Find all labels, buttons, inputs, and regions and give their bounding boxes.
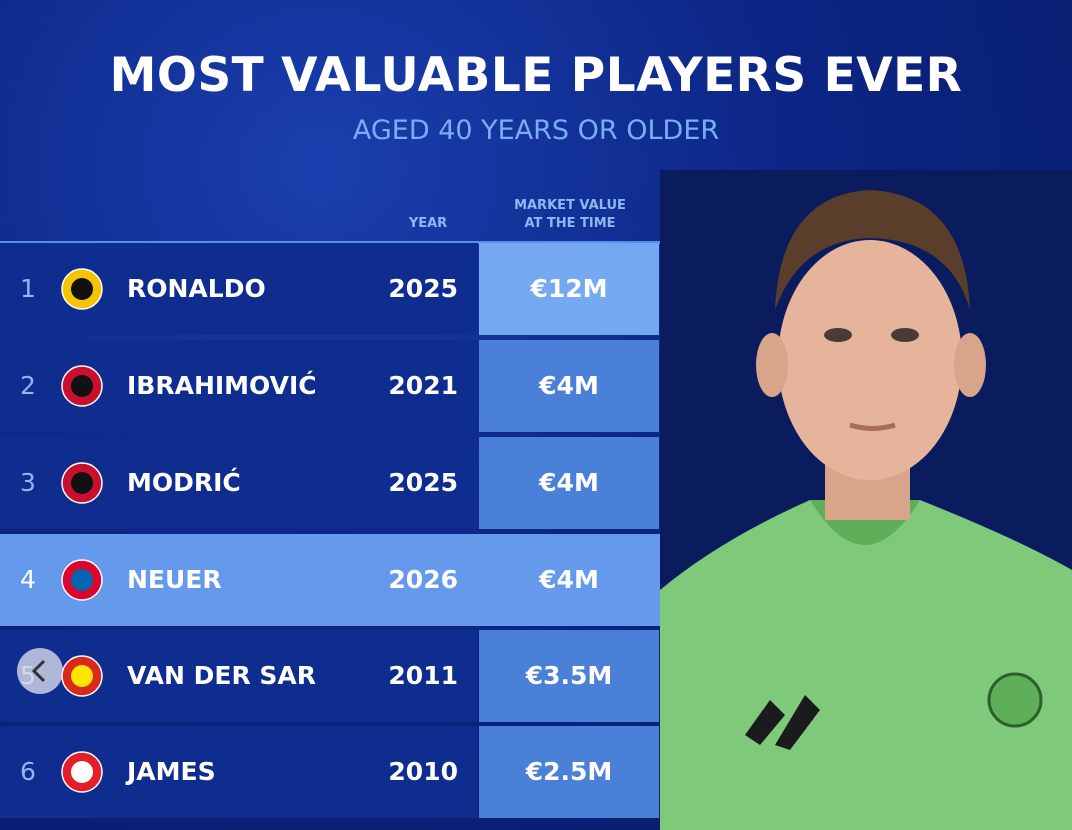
value-cell [479,630,659,722]
player-photo [660,170,1072,830]
cell-year: 2010 [388,757,458,786]
club-logo [61,462,103,504]
cell-rank: 4 [20,565,36,594]
cell-player: JAMES [127,757,216,786]
cell-player: VAN DER SAR [127,661,317,690]
table-row: 1 RONALDO 2025 €12M [0,243,660,335]
club-logo [61,655,103,697]
cell-player: NEUER [127,565,222,594]
cell-year: 2025 [388,274,458,303]
cell-value: €4M [539,371,599,400]
cell-year: 2021 [388,371,458,400]
club-logo [61,751,103,793]
cell-year: 2026 [388,565,458,594]
cell-year: 2011 [388,661,458,690]
cell-rank: 3 [20,468,36,497]
cell-value: €2.5M [525,757,613,786]
table-row: 2 IBRAHIMOVIĆ 2021 €4M [0,340,660,432]
cell-value: €12M [530,274,608,303]
subtitle: AGED 40 YEARS OR OLDER [352,115,720,146]
value-cell [479,340,659,432]
cell-value: €4M [539,565,599,594]
divider [0,241,660,244]
table-row: 4 NEUER 2026 €4M [0,534,660,626]
cell-player: IBRAHIMOVIĆ [127,371,317,400]
cell-rank: 2 [20,371,36,400]
cell-rank: 1 [20,274,36,303]
column-header: MARKET VALUE AT THE TIME [514,198,626,231]
column-header: YEAR [408,216,448,231]
table-row: 3 MODRIĆ 2025 €4M [0,437,660,529]
value-cell [478,534,660,626]
cell-player: RONALDO [127,274,266,303]
value-cell [479,726,659,818]
club-logo [61,559,103,601]
club-logo [61,365,103,407]
title: MOST VALUABLE PLAYERS EVER [109,48,963,103]
cell-value: €3.5M [525,661,613,690]
club-logo [61,268,103,310]
value-cell [479,437,659,529]
table-row: 6 JAMES 2010 €2.5M [0,726,660,818]
cell-year: 2025 [388,468,458,497]
cell-value: €4M [539,468,599,497]
value-cell [479,243,659,335]
cell-rank: 6 [20,757,36,786]
back-button[interactable] [16,647,64,695]
cell-player: MODRIĆ [127,468,241,497]
